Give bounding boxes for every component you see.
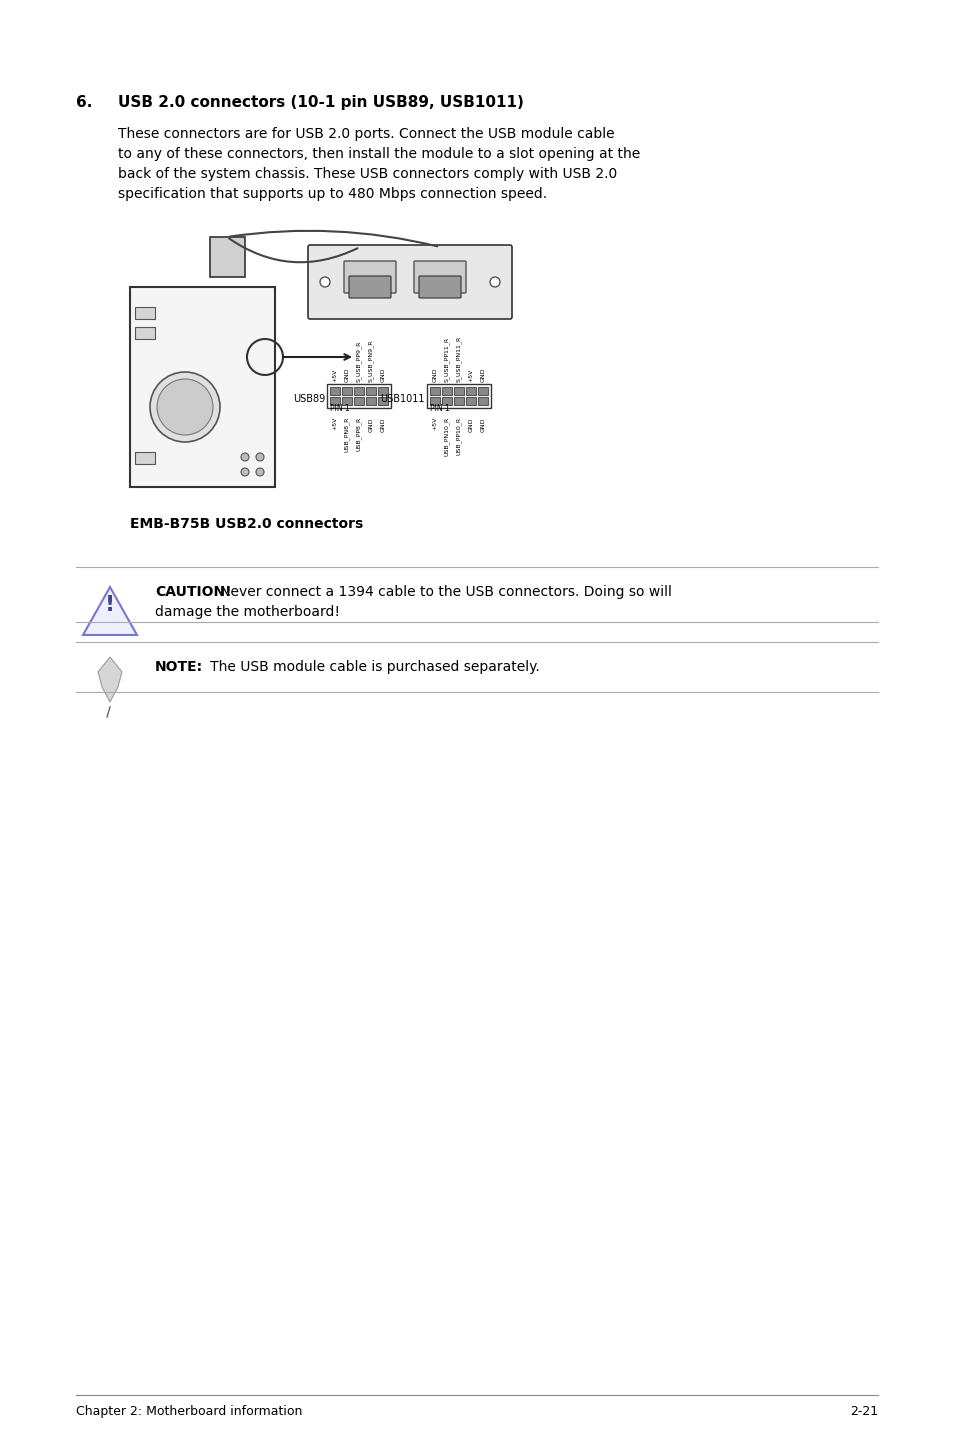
Text: GND: GND — [368, 417, 374, 431]
Polygon shape — [98, 657, 122, 702]
Text: USB1011: USB1011 — [380, 394, 424, 404]
FancyBboxPatch shape — [308, 244, 512, 319]
Text: +5V: +5V — [333, 368, 337, 383]
Bar — [341, 397, 352, 406]
Circle shape — [150, 372, 220, 441]
Bar — [477, 387, 488, 395]
Bar — [341, 387, 352, 395]
Text: GND: GND — [480, 417, 485, 431]
Text: GND: GND — [380, 417, 385, 431]
Bar — [130, 288, 274, 487]
Text: USB_PP8_R: USB_PP8_R — [355, 417, 361, 452]
Bar — [465, 397, 476, 406]
Bar — [430, 397, 439, 406]
Text: !: ! — [105, 595, 115, 615]
Text: GND: GND — [344, 368, 349, 383]
Bar — [330, 387, 339, 395]
Bar — [430, 387, 439, 395]
Circle shape — [241, 467, 249, 476]
Bar — [366, 387, 375, 395]
Text: S_USB_PN9_R: S_USB_PN9_R — [368, 339, 374, 383]
Bar — [366, 397, 375, 406]
Text: GND: GND — [380, 368, 385, 383]
Bar — [327, 384, 391, 408]
Text: S_USB_PP11_R: S_USB_PP11_R — [444, 336, 450, 383]
Bar — [454, 387, 463, 395]
Circle shape — [157, 380, 213, 436]
Bar — [454, 397, 463, 406]
FancyBboxPatch shape — [349, 276, 391, 298]
FancyBboxPatch shape — [414, 262, 465, 293]
Polygon shape — [83, 587, 137, 636]
Text: These connectors are for USB 2.0 ports. Connect the USB module cable: These connectors are for USB 2.0 ports. … — [118, 127, 614, 141]
Circle shape — [319, 278, 330, 288]
Bar — [354, 387, 364, 395]
Text: CAUTION!: CAUTION! — [154, 585, 232, 600]
Text: +5V: +5V — [333, 417, 337, 430]
Circle shape — [241, 453, 249, 462]
Circle shape — [255, 453, 264, 462]
Bar — [330, 397, 339, 406]
Text: The USB module cable is purchased separately.: The USB module cable is purchased separa… — [196, 660, 539, 674]
Text: S_USB_PP9_R: S_USB_PP9_R — [355, 341, 361, 383]
Bar — [354, 397, 364, 406]
Bar — [427, 384, 491, 408]
Text: PIN 1: PIN 1 — [330, 404, 350, 413]
Text: specification that supports up to 480 Mbps connection speed.: specification that supports up to 480 Mb… — [118, 187, 547, 201]
Bar — [377, 387, 388, 395]
Text: GND: GND — [432, 368, 437, 383]
Text: 2-21: 2-21 — [849, 1405, 877, 1418]
Text: S_USB_PN11_R: S_USB_PN11_R — [456, 335, 461, 383]
Text: USB 2.0 connectors (10-1 pin USB89, USB1011): USB 2.0 connectors (10-1 pin USB89, USB1… — [118, 95, 523, 109]
Text: NOTE:: NOTE: — [154, 660, 203, 674]
Text: damage the motherboard!: damage the motherboard! — [154, 605, 339, 618]
Bar — [441, 387, 452, 395]
Text: GND: GND — [480, 368, 485, 383]
Bar — [135, 306, 154, 319]
Text: back of the system chassis. These USB connectors comply with USB 2.0: back of the system chassis. These USB co… — [118, 167, 617, 181]
Bar — [465, 387, 476, 395]
Text: USB89: USB89 — [293, 394, 325, 404]
Bar — [477, 397, 488, 406]
Text: +5V: +5V — [432, 417, 437, 430]
Bar — [135, 326, 154, 339]
FancyBboxPatch shape — [418, 276, 460, 298]
FancyBboxPatch shape — [344, 262, 395, 293]
Bar — [441, 397, 452, 406]
Circle shape — [490, 278, 499, 288]
Text: +5V: +5V — [468, 368, 473, 383]
Text: Chapter 2: Motherboard information: Chapter 2: Motherboard information — [76, 1405, 302, 1418]
Text: USB_PN8_R: USB_PN8_R — [344, 417, 350, 453]
Bar — [377, 397, 388, 406]
Bar — [210, 237, 245, 278]
Text: GND: GND — [468, 417, 473, 431]
Text: PIN 1: PIN 1 — [430, 404, 449, 413]
Circle shape — [255, 467, 264, 476]
Text: to any of these connectors, then install the module to a slot opening at the: to any of these connectors, then install… — [118, 147, 639, 161]
Text: USB_PN10_R: USB_PN10_R — [444, 417, 450, 456]
Text: Never connect a 1394 cable to the USB connectors. Doing so will: Never connect a 1394 cable to the USB co… — [207, 585, 671, 600]
Bar — [135, 452, 154, 464]
Text: EMB-B75B USB2.0 connectors: EMB-B75B USB2.0 connectors — [130, 518, 363, 531]
Text: 6.: 6. — [76, 95, 92, 109]
Text: USB_PP10_R: USB_PP10_R — [456, 417, 461, 454]
